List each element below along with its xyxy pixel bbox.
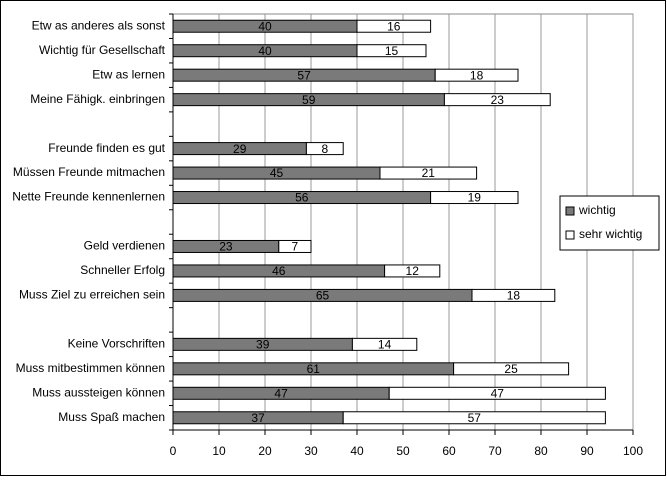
bar-segment: [278, 239, 312, 253]
bar-segment: [434, 68, 519, 82]
x-tick-label: 60: [442, 444, 456, 458]
bar-segment: [351, 337, 418, 351]
y-tick-label: Geld verdienen: [84, 239, 165, 253]
y-tick-label: Etw as anderes als sonst: [32, 18, 166, 32]
y-tick-label: Müssen Freunde mitmachen: [13, 165, 165, 179]
data-label: 47: [274, 386, 288, 400]
data-label: 25: [504, 362, 518, 376]
data-label: 18: [470, 68, 484, 82]
y-tick-label: Freunde finden es gut: [48, 141, 165, 155]
y-tick-label: Muss Spaß machen: [58, 410, 165, 424]
bar-segment: [430, 191, 519, 205]
data-label: 57: [297, 68, 311, 82]
bar-segment: [356, 44, 427, 58]
data-label: 7: [292, 240, 299, 254]
y-tick-label: Nette Freunde kennenlernen: [12, 190, 165, 204]
data-label: 8: [321, 142, 328, 156]
x-tick-label: 80: [534, 444, 548, 458]
data-label: 39: [256, 338, 270, 352]
bar-segment: [443, 93, 551, 107]
data-label: 65: [316, 289, 330, 303]
data-label: 23: [491, 93, 505, 107]
bar-segment: [453, 362, 570, 376]
y-tick-label: Meine Fähigk. einbringen: [30, 92, 165, 106]
data-label: 61: [307, 362, 321, 376]
legend-label: sehr wichtig: [579, 227, 642, 241]
data-label: 57: [468, 411, 482, 425]
legend-box: [559, 195, 660, 251]
data-label: 16: [387, 19, 401, 33]
y-tick-label: Muss aussteigen können: [32, 385, 165, 399]
x-tick-label: 50: [396, 444, 410, 458]
x-tick-label: 20: [258, 444, 272, 458]
x-tick-label: 30: [304, 444, 318, 458]
data-label: 15: [385, 44, 399, 58]
data-label: 19: [468, 191, 482, 205]
y-tick-label: Keine Vorschriften: [68, 337, 165, 351]
data-label: 29: [233, 142, 247, 156]
x-tick-label: 40: [350, 444, 364, 458]
data-label: 59: [302, 93, 316, 107]
legend-swatch: [565, 230, 575, 240]
x-tick-label: 90: [580, 444, 594, 458]
y-tick-label: Wichtig für Gesellschaft: [39, 43, 166, 57]
y-tick-label: Schneller Erfolg: [80, 263, 165, 277]
data-label: 45: [270, 166, 284, 180]
y-tick-label: Muss Ziel zu erreichen sein: [19, 288, 165, 302]
bar-segment: [379, 166, 478, 180]
x-tick-label: 100: [623, 444, 643, 458]
data-label: 37: [251, 411, 265, 425]
data-label: 12: [406, 264, 420, 278]
x-tick-label: 70: [488, 444, 502, 458]
bar-segment: [342, 411, 606, 425]
y-tick-label: Muss mitbestimmen können: [16, 361, 165, 375]
bar-segment: [305, 142, 344, 156]
x-tick-label: 10: [212, 444, 226, 458]
data-label: 40: [258, 19, 272, 33]
bar-segment: [384, 264, 441, 278]
bar-segment: [388, 386, 606, 400]
data-label: 18: [507, 289, 521, 303]
data-label: 40: [258, 44, 272, 58]
data-label: 21: [422, 166, 436, 180]
data-label: 46: [272, 264, 286, 278]
bar-segment: [356, 19, 432, 33]
legend-label: wichtig: [578, 203, 616, 217]
data-label: 14: [378, 338, 392, 352]
data-label: 47: [491, 386, 505, 400]
data-label: 56: [295, 191, 309, 205]
legend-swatch: [565, 206, 575, 216]
y-tick-label: Etw as lernen: [92, 67, 165, 81]
x-tick-label: 0: [170, 444, 177, 458]
bar-segment: [471, 288, 556, 302]
data-label: 23: [219, 240, 233, 254]
